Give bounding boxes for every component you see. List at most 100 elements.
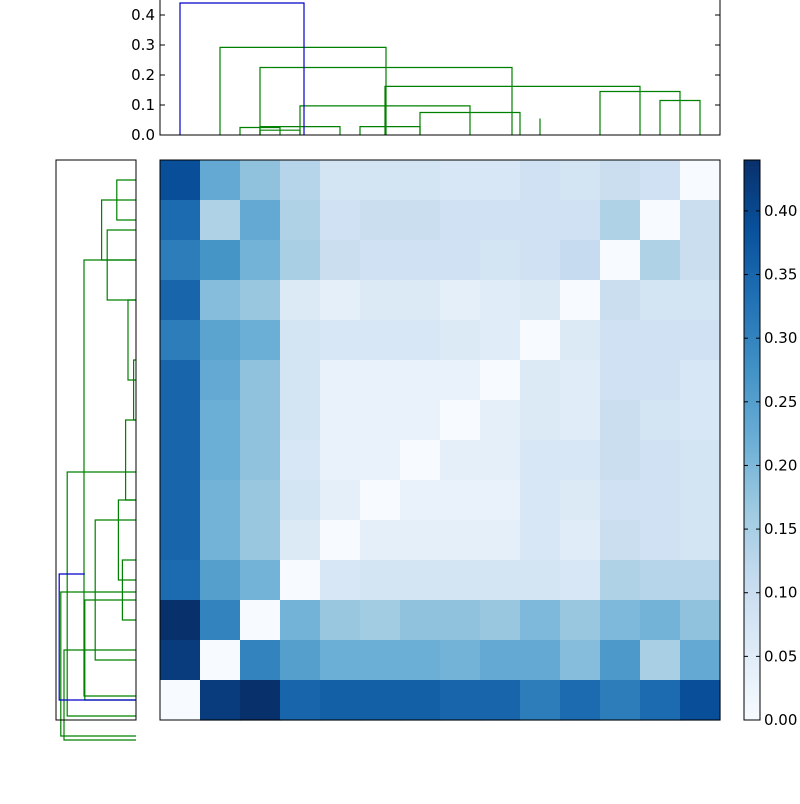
heatmap-cell <box>520 200 561 241</box>
heatmap-cell <box>360 640 401 681</box>
heatmap-cell <box>680 600 721 641</box>
heatmap-cell <box>280 160 321 201</box>
heatmap-cell <box>480 360 521 401</box>
heatmap-cell <box>240 200 281 241</box>
heatmap-cell <box>320 440 361 481</box>
colorbar-tick-label: 0.10 <box>764 584 797 602</box>
heatmap-cell <box>560 240 601 281</box>
heatmap-cell <box>160 560 201 601</box>
heatmap-cell <box>280 600 321 641</box>
heatmap-cell <box>440 200 481 241</box>
heatmap-cell <box>360 400 401 441</box>
heatmap-cell <box>640 600 681 641</box>
heatmap-cell <box>560 400 601 441</box>
heatmap-cell <box>520 560 561 601</box>
heatmap-cell <box>480 480 521 521</box>
heatmap-cell <box>240 640 281 681</box>
heatmap-cell <box>680 400 721 441</box>
heatmap-cell <box>680 680 721 721</box>
heatmap-cell <box>200 240 241 281</box>
heatmap-cell <box>680 520 721 561</box>
heatmap-cell <box>320 280 361 321</box>
heatmap-cell <box>160 280 201 321</box>
heatmap-cell <box>200 440 241 481</box>
heatmap-cell <box>480 600 521 641</box>
heatmap-cell <box>640 640 681 681</box>
heatmap-cell <box>160 200 201 241</box>
heatmap-cell <box>640 520 681 561</box>
heatmap-cell <box>360 680 401 721</box>
heatmap-cell <box>560 640 601 681</box>
heatmap-cell <box>640 360 681 401</box>
heatmap-cell <box>160 680 201 721</box>
heatmap-cell <box>200 160 241 201</box>
heatmap-cell <box>560 320 601 361</box>
heatmap-cell <box>600 640 641 681</box>
heatmap-cell <box>480 640 521 681</box>
heatmap-cell <box>480 160 521 201</box>
heatmap-cell <box>280 680 321 721</box>
heatmap-cell <box>640 440 681 481</box>
heatmap-cell <box>600 440 641 481</box>
heatmap-cell <box>240 680 281 721</box>
heatmap-cell <box>640 280 681 321</box>
heatmap-cell <box>640 680 681 721</box>
heatmap-cell <box>240 520 281 561</box>
heatmap-cell <box>160 240 201 281</box>
heatmap-cell <box>200 560 241 601</box>
heatmap-cell <box>520 320 561 361</box>
left-dendrogram <box>55 159 137 741</box>
dendrogram-link <box>94 519 136 661</box>
heatmap-cell <box>320 200 361 241</box>
heatmap-cell <box>600 360 641 401</box>
colorbar-tick-label: 0.25 <box>764 393 797 411</box>
colorbar-tick-label: 0.00 <box>764 711 797 729</box>
heatmap-cell <box>280 320 321 361</box>
heatmap-cell <box>200 280 241 321</box>
y-tick-label: 0.1 <box>131 96 155 114</box>
heatmap-cell <box>360 520 401 561</box>
y-tick-label: 0.4 <box>131 6 155 24</box>
heatmap-cell <box>320 400 361 441</box>
heatmap-cell <box>600 600 641 641</box>
heatmap-cell <box>440 520 481 561</box>
heatmap-cell <box>640 480 681 521</box>
heatmap <box>159 159 721 721</box>
heatmap-cell <box>160 600 201 641</box>
heatmap-cell <box>240 440 281 481</box>
dendrogram-link <box>83 259 136 697</box>
heatmap-cell <box>200 480 241 521</box>
heatmap-cell <box>560 600 601 641</box>
dendrogram-link <box>219 46 387 135</box>
heatmap-cell <box>320 360 361 401</box>
heatmap-cell <box>160 480 201 521</box>
dendrogram-link <box>60 591 136 737</box>
heatmap-cell <box>600 240 641 281</box>
heatmap-cell <box>320 320 361 361</box>
heatmap-cell <box>680 360 721 401</box>
heatmap-cell <box>560 480 601 521</box>
heatmap-cell <box>400 640 441 681</box>
heatmap-cell <box>240 160 281 201</box>
heatmap-cell <box>520 480 561 521</box>
heatmap-cell <box>600 480 641 521</box>
heatmap-cell <box>480 240 521 281</box>
heatmap-cell <box>160 440 201 481</box>
heatmap-cell <box>520 440 561 481</box>
heatmap-cell <box>520 600 561 641</box>
heatmap-cell <box>360 280 401 321</box>
dendrogram-link <box>121 559 136 621</box>
heatmap-cell <box>200 640 241 681</box>
heatmap-cell <box>480 320 521 361</box>
heatmap-cell <box>640 320 681 361</box>
colorbar-bar <box>743 159 761 721</box>
heatmap-frame <box>159 159 721 721</box>
heatmap-cell <box>440 560 481 601</box>
heatmap-cell <box>680 320 721 361</box>
colorbar-tick-label: 0.05 <box>764 647 797 665</box>
heatmap-cell <box>320 240 361 281</box>
heatmap-cell <box>320 680 361 721</box>
heatmap-cell <box>400 560 441 601</box>
heatmap-cell <box>240 240 281 281</box>
heatmap-cell <box>400 280 441 321</box>
